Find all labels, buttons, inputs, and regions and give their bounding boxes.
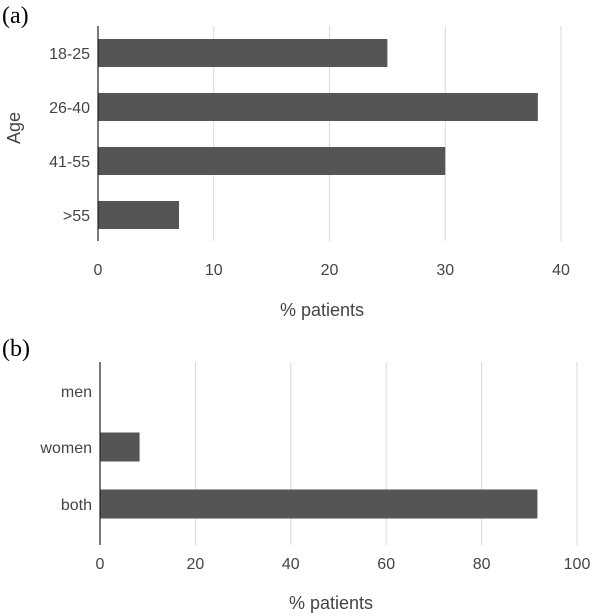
chart-gender: (b) % patients men women both 0 20 40 60 80 100 [2, 336, 590, 613]
bar-women [100, 432, 140, 462]
x-tick-label: 40 [282, 556, 300, 573]
y-tick-label: men [61, 384, 92, 401]
y-axis-title: Age [4, 112, 24, 144]
bar-both [100, 489, 538, 519]
panel-label-a: (a) [2, 3, 29, 29]
x-tick-label: 20 [321, 262, 339, 279]
x-tick-label: 100 [564, 556, 591, 573]
y-tick-label: 18-25 [49, 46, 90, 63]
y-tick-label: both [61, 497, 92, 514]
x-tick-label: 40 [552, 262, 570, 279]
x-tick-label: 30 [436, 262, 454, 279]
bar-55 [98, 201, 180, 229]
y-tick-label: 26-40 [49, 100, 90, 117]
bar-2640 [98, 93, 538, 121]
y-tick-label: 41-55 [49, 154, 90, 171]
x-tick-label: 10 [205, 262, 223, 279]
x-tick-label: 0 [94, 262, 103, 279]
x-tick-label: 20 [187, 556, 205, 573]
bar-4155 [98, 147, 446, 175]
x-axis-title: % patients [280, 300, 364, 320]
x-tick-label: 0 [96, 556, 105, 573]
panel-label-b: (b) [2, 336, 30, 362]
bar-1825 [98, 39, 388, 67]
x-tick-label: 80 [473, 556, 491, 573]
y-tick-label: women [39, 440, 92, 457]
x-tick-label: 60 [377, 556, 395, 573]
chart-age: (a) Age % patients 18-25 26-40 41-55 >55 0 10… [2, 3, 570, 320]
y-tick-label: >55 [63, 208, 90, 225]
x-axis-title: % patients [289, 593, 373, 613]
